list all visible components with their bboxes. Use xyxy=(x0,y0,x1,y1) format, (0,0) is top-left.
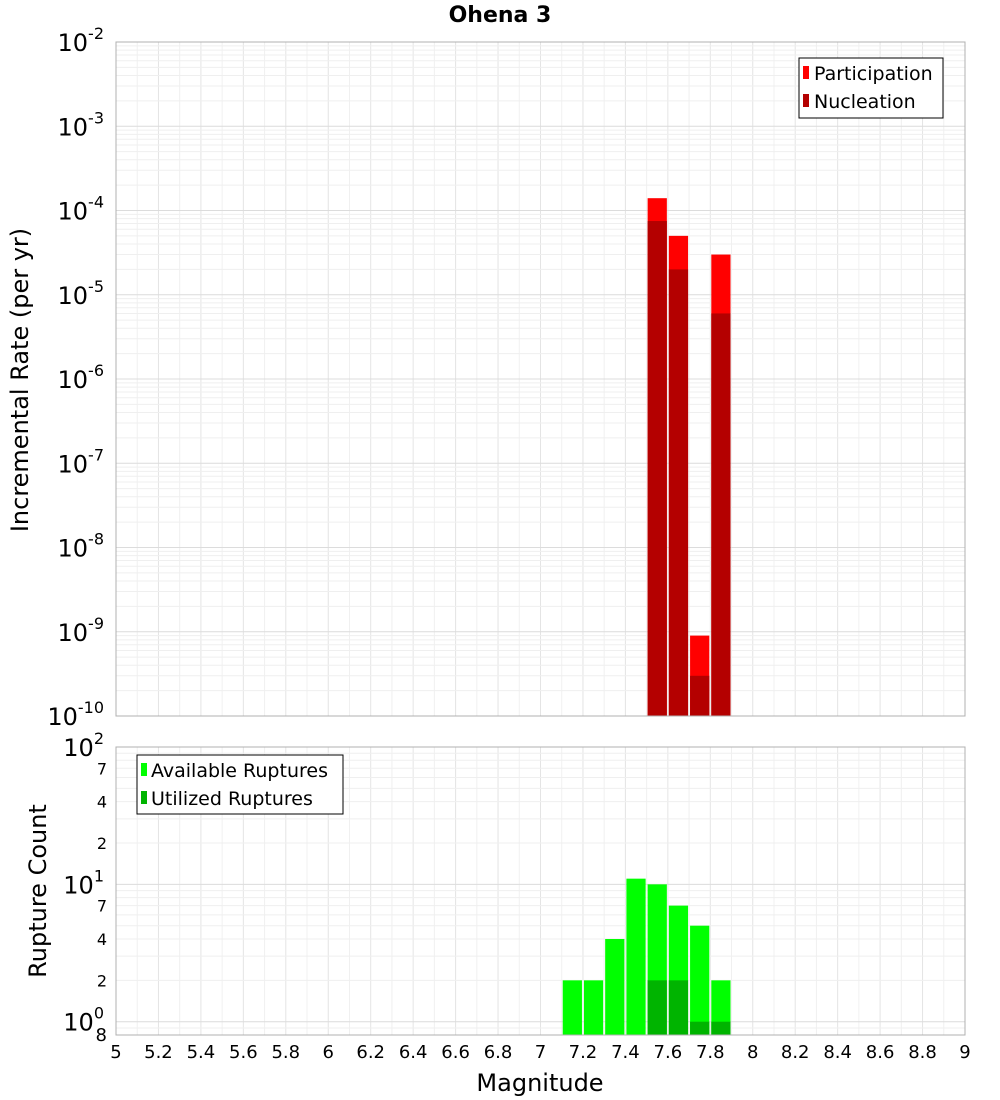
utilized-ruptures-bar xyxy=(647,980,667,1035)
bottom-y-major-tick-label: 102 xyxy=(63,729,104,762)
available-ruptures-legend-label: Available Ruptures xyxy=(151,760,328,782)
nucleation-bar xyxy=(690,675,710,716)
top-y-tick-label: 10-2 xyxy=(58,24,105,57)
top-y-tick-label: 10-9 xyxy=(58,614,105,647)
utilized-ruptures-legend-swatch xyxy=(141,791,147,804)
bottom-y-axis-label: Rupture Count xyxy=(24,804,52,978)
x-tick-label: 5.6 xyxy=(229,1042,258,1063)
top-y-tick-label: 10-5 xyxy=(58,277,105,310)
bottom-y-minor-tick-label: 7 xyxy=(97,759,107,778)
nucleation-bar xyxy=(711,313,731,716)
top-y-tick-label: 10-6 xyxy=(58,361,105,394)
available-ruptures-bar xyxy=(711,980,731,1035)
x-tick-label: 5.4 xyxy=(187,1042,216,1063)
available-ruptures-bar xyxy=(690,925,710,1035)
top-plot-frame xyxy=(115,41,966,717)
x-tick-label: 8.8 xyxy=(908,1042,937,1063)
available-ruptures-legend-swatch xyxy=(141,763,147,776)
x-tick-label: 8.6 xyxy=(866,1042,895,1063)
x-tick-label: 5.8 xyxy=(271,1042,300,1063)
bottom-y-minor-tick-label: 8 xyxy=(96,1025,107,1046)
available-ruptures-bar xyxy=(583,980,604,1035)
x-tick-label: 6.4 xyxy=(399,1042,428,1063)
nucleation-legend-swatch xyxy=(803,94,809,107)
x-axis-label: Magnitude xyxy=(476,1069,603,1097)
utilized-ruptures-bar xyxy=(668,980,689,1035)
x-tick-label: 6.2 xyxy=(356,1042,385,1063)
x-tick-label: 8 xyxy=(747,1042,758,1063)
available-ruptures-bar xyxy=(605,939,625,1035)
top-y-tick-label: 10-8 xyxy=(58,530,105,563)
top-y-tick-label: 10-10 xyxy=(47,698,104,731)
bottom-y-major-tick-label: 101 xyxy=(63,866,104,899)
top-y-tick-label: 10-7 xyxy=(58,445,105,478)
bottom-legend-box xyxy=(136,754,344,815)
x-tick-label: 6 xyxy=(323,1042,334,1063)
chart-title: Ohena 3 xyxy=(449,3,552,28)
utilized-ruptures-bar xyxy=(690,1021,710,1035)
bottom-y-major-tick-label: 100 xyxy=(63,1004,104,1037)
x-tick-label: 5 xyxy=(110,1042,121,1063)
x-tick-label: 6.6 xyxy=(441,1042,470,1063)
bottom-y-minor-tick-label: 2 xyxy=(97,834,107,853)
x-tick-label: 7.2 xyxy=(569,1042,598,1063)
x-tick-label: 7 xyxy=(535,1042,546,1063)
top-y-tick-label: 10-4 xyxy=(58,193,105,226)
bottom-y-minor-tick-label: 7 xyxy=(97,897,107,916)
nucleation-bar xyxy=(668,269,689,716)
utilized-ruptures-bar xyxy=(711,1021,731,1035)
x-tick-label: 8.4 xyxy=(823,1042,852,1063)
x-tick-label: 5.2 xyxy=(144,1042,173,1063)
bottom-y-minor-tick-label: 4 xyxy=(97,793,107,812)
x-tick-label: 6.8 xyxy=(484,1042,513,1063)
x-tick-label: 7.6 xyxy=(654,1042,683,1063)
x-tick-label: 8.2 xyxy=(781,1042,810,1063)
x-tick-label: 7.4 xyxy=(611,1042,640,1063)
top-y-tick-label: 10-3 xyxy=(58,108,105,141)
top-legend-box xyxy=(798,57,944,119)
nucleation-legend-label: Nucleation xyxy=(814,91,916,113)
participation-legend-label: Participation xyxy=(814,63,933,85)
top-y-axis-label: Incremental Rate (per yr) xyxy=(6,228,34,532)
bottom-y-minor-tick-label: 2 xyxy=(97,971,107,990)
x-tick-label: 9 xyxy=(959,1042,970,1063)
available-ruptures-bar xyxy=(626,878,646,1035)
participation-legend-swatch xyxy=(803,66,809,79)
x-tick-label: 7.8 xyxy=(696,1042,725,1063)
utilized-ruptures-legend-label: Utilized Ruptures xyxy=(151,788,313,810)
available-ruptures-bar xyxy=(562,980,582,1035)
nucleation-bar xyxy=(647,221,667,716)
bottom-y-minor-tick-label: 4 xyxy=(97,930,107,949)
bottom-plot-frame xyxy=(115,746,966,1036)
